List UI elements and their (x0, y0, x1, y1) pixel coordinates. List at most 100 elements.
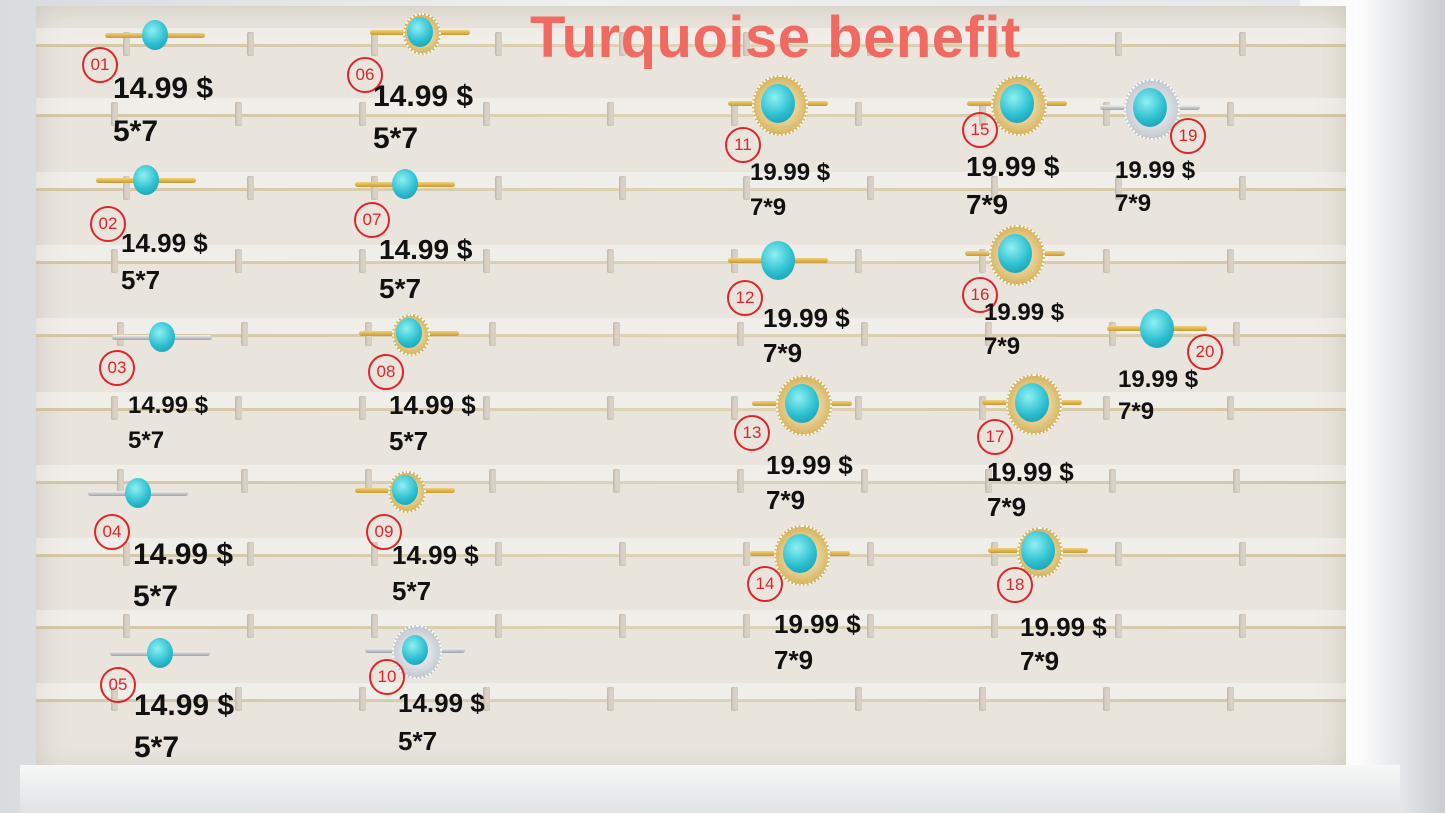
item-number-badge: 04 (94, 514, 130, 550)
ring-slot (359, 102, 366, 126)
item-number-badge: 02 (90, 206, 126, 242)
ring-slot (613, 322, 620, 346)
ring-slot (1115, 542, 1122, 566)
ring-slot (1227, 687, 1234, 711)
ring-slot (1103, 396, 1110, 420)
item-number-badge: 16 (962, 277, 998, 313)
ring-slot (365, 469, 372, 493)
turquoise-stone (396, 318, 422, 348)
item-stone-size: 7*9 (766, 485, 806, 515)
ring-slot (731, 687, 738, 711)
tray-row-line (36, 261, 1346, 264)
ring-slot (495, 32, 502, 56)
ring-slot (1103, 249, 1110, 273)
turquoise-stone (392, 169, 418, 199)
turquoise-stone (402, 635, 428, 665)
item-price: 19.99 $ (966, 151, 1060, 182)
item-number-badge: 09 (366, 514, 402, 550)
ring-slot (359, 249, 366, 273)
turquoise-stone (125, 478, 151, 508)
item-number-badge: 19 (1170, 118, 1206, 154)
ring-slot (867, 32, 874, 56)
item-price: 19.99 $ (984, 299, 1065, 326)
ring-slot (1103, 687, 1110, 711)
turquoise-stone (392, 475, 418, 505)
item-price: 14.99 $ (113, 72, 214, 105)
ring-slot (855, 102, 862, 126)
item-number-badge: 13 (734, 415, 770, 451)
item-stone-size: 5*7 (373, 122, 419, 155)
ring-slot (991, 614, 998, 638)
item-stone-size: 5*7 (128, 427, 165, 454)
ring-slot (111, 396, 118, 420)
ring-slot (979, 687, 986, 711)
ring-slot (241, 469, 248, 493)
item-number-badge: 03 (99, 350, 135, 386)
item-price: 19.99 $ (774, 609, 861, 639)
item-price: 14.99 $ (379, 234, 473, 265)
item-stone-size: 7*9 (1118, 398, 1155, 425)
item-number-badge: 15 (962, 112, 998, 148)
ring-slot (235, 687, 242, 711)
ring-slot (483, 687, 490, 711)
ring-slot (607, 396, 614, 420)
item-price: 19.99 $ (1118, 366, 1199, 393)
item-price: 14.99 $ (121, 228, 208, 258)
ring-slot (495, 176, 502, 200)
item-price: 19.99 $ (987, 457, 1074, 487)
ring-slot (607, 249, 614, 273)
turquoise-stone (407, 17, 433, 47)
item-number-badge: 12 (727, 280, 763, 316)
item-number-badge: 11 (725, 127, 761, 163)
item-price: 19.99 $ (750, 159, 831, 186)
ring-slot (1115, 32, 1122, 56)
ring-slot (737, 322, 744, 346)
turquoise-stone (147, 638, 173, 668)
ring-slot (991, 176, 998, 200)
item-stone-size: 7*9 (750, 194, 787, 221)
ring-slot (1233, 322, 1240, 346)
ring-slot (483, 102, 490, 126)
turquoise-stone (1140, 308, 1174, 348)
ring-slot (613, 469, 620, 493)
ring-slot (1115, 176, 1122, 200)
tray-row-line (36, 699, 1346, 702)
ring-slot (1239, 542, 1246, 566)
ring-slot (1227, 102, 1234, 126)
item-price: 14.99 $ (398, 688, 485, 718)
ring-slot (111, 102, 118, 126)
ring-slot (371, 32, 378, 56)
ring-slot (737, 469, 744, 493)
ring-slot (861, 322, 868, 346)
ring-slot (123, 32, 130, 56)
ring-slot (619, 176, 626, 200)
ring-slot (607, 102, 614, 126)
item-stone-size: 7*9 (763, 338, 803, 368)
ring-slot (235, 249, 242, 273)
ring-slot (743, 614, 750, 638)
tray-row-line (36, 626, 1346, 629)
ring-slot (855, 396, 862, 420)
item-price: 14.99 $ (389, 390, 476, 420)
ring-slot (247, 542, 254, 566)
ring-slot (1109, 322, 1116, 346)
tray-row-line (36, 114, 1346, 117)
item-price: 14.99 $ (133, 538, 234, 571)
ring-slot (235, 396, 242, 420)
item-stone-size: 5*7 (133, 580, 179, 613)
turquoise-stone (783, 533, 817, 573)
ring-slot (1227, 396, 1234, 420)
item-price: 19.99 $ (766, 450, 853, 480)
ring-slot (247, 32, 254, 56)
item-number-badge: 05 (100, 667, 136, 703)
turquoise-stone (1000, 83, 1034, 123)
turquoise-stone (761, 240, 795, 280)
ring-slot (495, 614, 502, 638)
ring-slot (855, 249, 862, 273)
ring-slot (489, 469, 496, 493)
ring-slot (371, 614, 378, 638)
item-price: 14.99 $ (392, 540, 479, 570)
tray-frame-bottom (20, 765, 1400, 813)
ring-slot (985, 469, 992, 493)
ring-slot (991, 542, 998, 566)
